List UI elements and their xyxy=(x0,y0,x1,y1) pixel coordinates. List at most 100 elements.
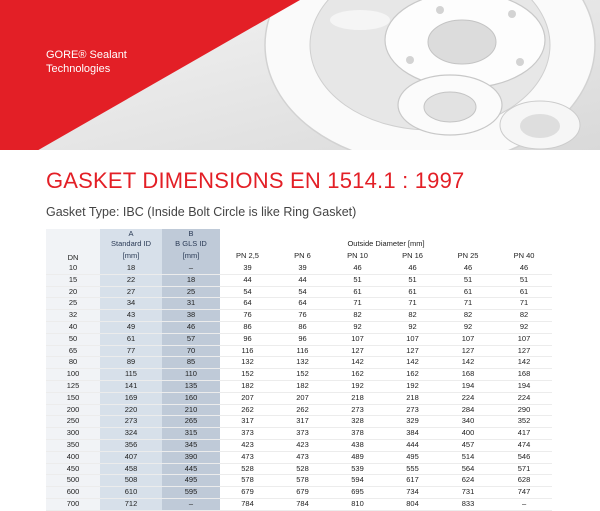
cell-pn-10: 107 xyxy=(330,333,385,346)
cell-pn-10: 810 xyxy=(330,498,385,511)
cell-pn-25: 457 xyxy=(440,439,496,452)
hero-banner: GORE® Sealant Technologies xyxy=(0,0,600,150)
table-row: 10 18–39 39 46 46 46 46 xyxy=(46,263,553,275)
cell-pn-10: 218 xyxy=(330,392,385,405)
cell-standard-id: 273 xyxy=(100,415,162,429)
cell-standard-id: 27 xyxy=(100,286,162,299)
cell-dn: 80 xyxy=(46,356,100,370)
cell-pn-6: 182 xyxy=(275,380,330,393)
table-row: 500 508 495 578 578 594 617 624 628 xyxy=(46,474,553,488)
cell-standard-id: 49 xyxy=(100,321,162,334)
cell-pn-16: 384 xyxy=(385,427,440,440)
cell-bgls-id: – xyxy=(162,263,220,275)
cell-pn-2-5: 317 xyxy=(220,415,275,429)
cell-pn-10: 46 xyxy=(330,263,385,275)
gasket-photo xyxy=(0,0,600,150)
cell-bgls-id: 38 xyxy=(162,309,220,322)
cell-pn-40: 71 xyxy=(496,297,553,311)
cell-pn-25: 564 xyxy=(440,463,496,476)
cell-pn-6: 373 xyxy=(275,427,330,440)
cell-pn-25: 82 xyxy=(440,309,496,322)
cell-pn-25: 142 xyxy=(440,356,496,370)
cell-pn-40: 571 xyxy=(496,463,553,476)
cell-bgls-id: 390 xyxy=(162,451,220,464)
table-row: 200 220 210 262 262 273 273 284 290 xyxy=(46,404,553,417)
cell-pn-40: 46 xyxy=(496,263,553,275)
cell-pn-40: 417 xyxy=(496,427,553,440)
cell-bgls-id: 265 xyxy=(162,415,220,429)
cell-pn-6: 44 xyxy=(275,274,330,287)
table-row: 100 115 110 152 152 162 162 168 168 xyxy=(46,368,553,381)
table-row: 20 27 25 54 54 61 61 61 61 xyxy=(46,286,553,299)
cell-pn-2-5: 152 xyxy=(220,368,275,381)
cell-bgls-id: 18 xyxy=(162,274,220,287)
cell-dn: 125 xyxy=(46,380,100,393)
cell-standard-id: 115 xyxy=(100,368,162,381)
cell-bgls-id: 210 xyxy=(162,404,220,417)
cell-standard-id: 141 xyxy=(100,380,162,393)
cell-pn-40: 92 xyxy=(496,321,553,334)
table-row: 32 43 38 76 76 82 82 82 82 xyxy=(46,309,553,322)
cell-pn-10: 61 xyxy=(330,286,385,299)
cell-pn-16: 162 xyxy=(385,368,440,381)
header-b-letter: B xyxy=(162,229,220,239)
cell-pn-25: 284 xyxy=(440,404,496,417)
cell-pn-40: 628 xyxy=(496,474,553,488)
cell-pn-16: 61 xyxy=(385,286,440,299)
cell-pn-16: 495 xyxy=(385,451,440,464)
cell-pn-2-5: 207 xyxy=(220,392,275,405)
cell-pn-2-5: 64 xyxy=(220,297,275,311)
header-pn-6: PN 6 xyxy=(294,251,311,260)
cell-pn-10: 142 xyxy=(330,356,385,370)
brand-line-2: Technologies xyxy=(46,63,111,75)
cell-dn: 15 xyxy=(46,274,100,287)
table-row: 80 89 85 132 132 142 142 142 142 xyxy=(46,356,553,370)
cell-pn-40: 61 xyxy=(496,286,553,299)
cell-pn-2-5: 679 xyxy=(220,486,275,499)
cell-pn-40: 168 xyxy=(496,368,553,381)
cell-pn-6: 116 xyxy=(275,345,330,358)
cell-pn-16: 82 xyxy=(385,309,440,322)
cell-pn-10: 273 xyxy=(330,404,385,417)
cell-pn-2-5: 76 xyxy=(220,309,275,322)
cell-pn-16: 127 xyxy=(385,345,440,358)
cell-pn-40: 107 xyxy=(496,333,553,346)
cell-standard-id: 61 xyxy=(100,333,162,346)
cell-dn: 100 xyxy=(46,368,100,381)
cell-pn-10: 328 xyxy=(330,415,385,429)
cell-pn-25: 61 xyxy=(440,286,496,299)
cell-pn-16: 107 xyxy=(385,333,440,346)
cell-pn-6: 64 xyxy=(275,297,330,311)
cell-pn-10: 695 xyxy=(330,486,385,499)
cell-standard-id: 169 xyxy=(100,392,162,405)
cell-pn-25: 92 xyxy=(440,321,496,334)
cell-pn-6: 54 xyxy=(275,286,330,299)
cell-pn-16: 444 xyxy=(385,439,440,452)
cell-pn-6: 152 xyxy=(275,368,330,381)
header-a-letter: A xyxy=(100,229,162,239)
cell-pn-10: 489 xyxy=(330,451,385,464)
cell-pn-2-5: 262 xyxy=(220,404,275,417)
cell-pn-2-5: 86 xyxy=(220,321,275,334)
cell-pn-25: 400 xyxy=(440,427,496,440)
cell-pn-40: 747 xyxy=(496,486,553,499)
cell-pn-10: 92 xyxy=(330,321,385,334)
cell-pn-2-5: 96 xyxy=(220,333,275,346)
cell-bgls-id: 445 xyxy=(162,463,220,476)
cell-pn-25: 340 xyxy=(440,415,496,429)
cell-standard-id: 89 xyxy=(100,356,162,370)
header-b-name: B GLS ID xyxy=(162,239,220,249)
cell-pn-25: 833 xyxy=(440,498,496,511)
cell-pn-16: 617 xyxy=(385,474,440,488)
cell-standard-id: 34 xyxy=(100,297,162,311)
cell-pn-2-5: 132 xyxy=(220,356,275,370)
cell-pn-25: 107 xyxy=(440,333,496,346)
table-row: 450 458 445 528 528 539 555 564 571 xyxy=(46,463,553,476)
cell-pn-16: 273 xyxy=(385,404,440,417)
cell-pn-10: 162 xyxy=(330,368,385,381)
header-a-unit: [mm] xyxy=(100,249,162,263)
cell-pn-10: 438 xyxy=(330,439,385,452)
header-a-name: Standard ID xyxy=(100,239,162,249)
table-row: 65 77 70 116 116 127 127 127 127 xyxy=(46,345,553,358)
cell-pn-16: 329 xyxy=(385,415,440,429)
